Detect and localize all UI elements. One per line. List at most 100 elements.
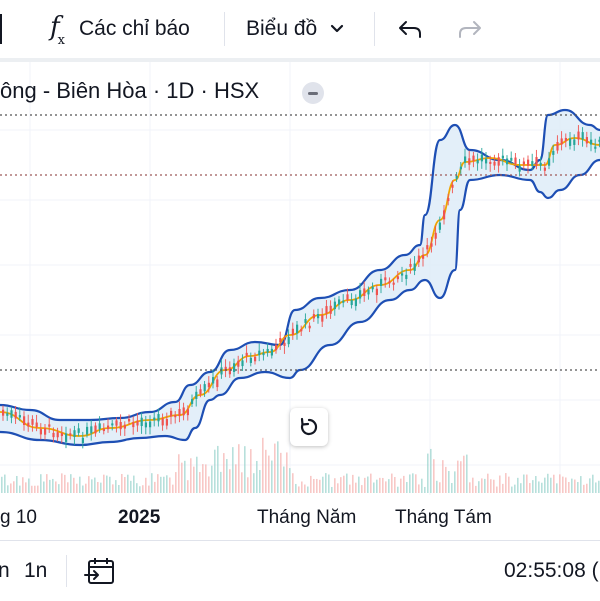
candle-body [367, 289, 370, 295]
calendar-arrow-icon [84, 558, 114, 584]
candle-body [258, 350, 261, 356]
symbol-legend-title[interactable]: ông - Biên Hòa · 1D · HSX [0, 78, 260, 103]
candle-body [182, 407, 185, 416]
top-toolbar: fx Các chỉ báo Biểu đồ [0, 0, 600, 62]
candle-body [157, 414, 160, 422]
candle-body [27, 422, 30, 427]
candle-body [287, 336, 290, 345]
volume-bar [580, 476, 582, 493]
candle-body [170, 410, 173, 417]
bottom-divider [66, 555, 67, 587]
volume-bar [460, 461, 462, 493]
candle-body [140, 417, 143, 427]
volume-bar [421, 478, 423, 493]
volume-bar [157, 474, 159, 493]
volume-bar [226, 459, 228, 493]
candle-body [207, 382, 210, 388]
volume-bar [265, 449, 267, 493]
volume-bar [175, 472, 177, 493]
toolbar-divider [224, 12, 225, 46]
candle-body [493, 161, 496, 166]
candle-body [153, 417, 156, 421]
volume-bar [502, 483, 504, 493]
volume-bar [493, 479, 495, 493]
volume-bar [64, 474, 66, 493]
volume-bar [61, 473, 63, 493]
volume-bar [289, 468, 291, 493]
reset-chart-button[interactable] [290, 408, 328, 446]
candle-body [249, 357, 252, 363]
candle-body [556, 142, 559, 151]
volume-bar [199, 472, 201, 493]
volume-bar [229, 469, 231, 493]
candle-body [497, 157, 500, 166]
candle-body [338, 299, 341, 305]
volume-bar [202, 464, 204, 493]
volume-bar [424, 486, 426, 493]
volume-bar [520, 483, 522, 493]
volume-bar [190, 458, 192, 493]
candle-body [535, 157, 538, 166]
volume-bar [418, 484, 420, 493]
volume-bar [13, 481, 15, 493]
candle-body [522, 161, 525, 165]
candle-body [548, 158, 551, 166]
candle-body [224, 366, 227, 372]
volume-bar [367, 476, 369, 493]
volume-bar [595, 482, 597, 493]
volume-bar [247, 477, 249, 493]
candle-body [413, 263, 416, 271]
volume-bar [481, 478, 483, 493]
candle-body [132, 422, 135, 428]
bottom-toolbar: n 1n 02:55:08 ( [0, 540, 600, 601]
legend-collapse-button[interactable] [302, 82, 324, 104]
range-button[interactable]: n [0, 559, 10, 582]
candle-body [123, 424, 126, 429]
price-chart[interactable] [0, 62, 600, 540]
chart-type-button[interactable]: Biểu đồ [246, 0, 345, 58]
indicators-button[interactable]: fx Các chỉ báo [50, 0, 190, 58]
candle-body [346, 294, 349, 300]
volume-bar [235, 464, 237, 493]
volume-bar [469, 482, 471, 493]
undo-button[interactable] [396, 0, 424, 58]
volume-bar [79, 476, 81, 493]
volume-bar [193, 466, 195, 493]
volume-bar [94, 477, 96, 493]
candlestick-series [2, 125, 600, 449]
range-1-year-button[interactable]: 1n [24, 559, 48, 582]
volume-bar [148, 485, 150, 493]
volume-bar [37, 485, 39, 493]
candle-body [468, 158, 471, 165]
date-range-button[interactable] [84, 541, 116, 601]
volume-bar [322, 476, 324, 493]
volume-bar [253, 473, 255, 493]
volume-bar [49, 479, 51, 493]
volume-bar [292, 473, 294, 493]
candle-body [476, 160, 479, 164]
candle-body [329, 305, 332, 314]
volume-bar [40, 474, 42, 493]
candle-body [573, 139, 576, 145]
volume-bar [136, 483, 138, 493]
volume-bar [415, 474, 417, 493]
volume-bar [52, 478, 54, 493]
candle-body [560, 138, 563, 145]
volume-bar [565, 477, 567, 493]
candle-body [350, 300, 353, 306]
volume-bar [7, 485, 9, 493]
volume-bar [121, 473, 123, 493]
volume-bar [514, 484, 516, 493]
volume-bar [181, 462, 183, 493]
candle-body [472, 155, 475, 161]
volume-bar [598, 480, 600, 493]
redo-button[interactable] [456, 0, 484, 58]
volume-bar [241, 472, 243, 493]
candle-body [489, 161, 492, 164]
volume-bar [100, 482, 102, 493]
candle-body [304, 319, 307, 323]
volume-bar [115, 480, 117, 493]
candle-body [569, 138, 572, 146]
candle-body [510, 157, 513, 161]
volume-bar [550, 477, 552, 493]
